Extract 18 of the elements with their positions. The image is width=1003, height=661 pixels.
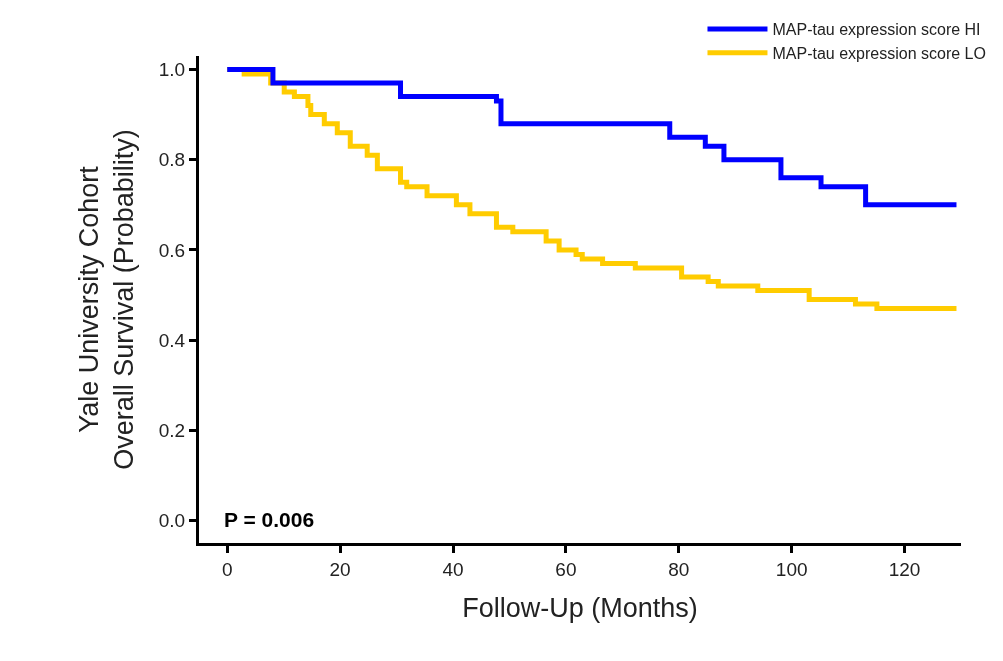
y-tick-label: 0.2 [158,419,186,441]
x-tick-label: 40 [442,558,464,580]
x-tick-label: 120 [888,558,921,580]
y-tick-label: 0.8 [158,149,186,171]
y-tick-label: 0.4 [158,329,186,351]
annotation: P = 0.006 [224,508,315,531]
x-tick-label: 20 [329,558,351,580]
y-tick-label: 0.0 [158,510,186,532]
x-tick-label: 60 [555,558,577,580]
legend-label: MAP-tau expression score HI [772,21,981,39]
x-tick-label: 100 [775,558,808,580]
y-axis-title: Yale University Cohort Overall Survival (Probability) [73,129,139,470]
x-tick-label: 0 [221,558,233,580]
y-tick-label: 1.0 [158,59,186,81]
y-tick-label: 0.6 [158,239,186,261]
x-tick-label: 80 [668,558,690,580]
legend-label: MAP-tau expression score LO [772,45,986,63]
x-axis-title: Follow-Up (Months) [462,593,698,624]
